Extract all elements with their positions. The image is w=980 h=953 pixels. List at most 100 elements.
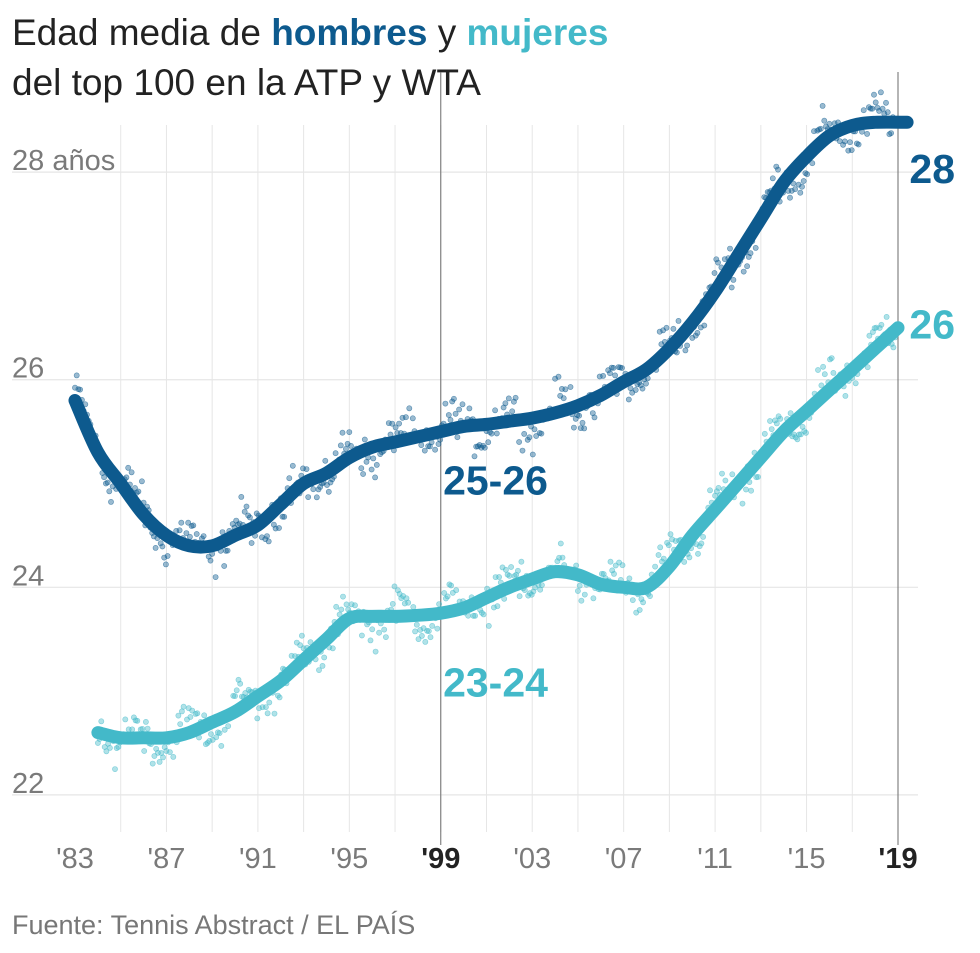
scatter-point-hombres xyxy=(744,263,750,270)
scatter-point-hombres xyxy=(327,479,334,486)
scatter-point-hombres xyxy=(243,503,250,510)
scatter-point-mujeres xyxy=(681,559,688,565)
scatter-point-hombres xyxy=(241,508,248,515)
scatter-point-hombres xyxy=(711,270,718,276)
scatter-point-mujeres xyxy=(444,593,451,600)
scatter-point-mujeres xyxy=(669,536,676,543)
scatter-point-mujeres xyxy=(729,471,736,478)
scatter-point-mujeres xyxy=(748,487,754,494)
scatter-point-hombres xyxy=(358,465,365,472)
scatter-point-mujeres xyxy=(878,321,885,328)
scatter-point-hombres xyxy=(246,514,253,521)
scatter-point-hombres xyxy=(454,434,461,441)
scatter-point-mujeres xyxy=(696,543,703,550)
scatter-point-mujeres xyxy=(336,611,343,618)
scatter-point-hombres xyxy=(193,531,200,537)
scatter-point-hombres xyxy=(775,166,781,173)
scatter-point-mujeres xyxy=(298,632,305,639)
scatter-point-mujeres xyxy=(864,364,871,371)
scatter-point-mujeres xyxy=(175,712,182,719)
scatter-point-mujeres xyxy=(626,575,633,582)
scatter-point-mujeres xyxy=(815,367,821,373)
scatter-point-hombres xyxy=(432,446,438,453)
scatter-point-mujeres xyxy=(206,738,213,744)
chart-title: Edad media de hombres y mujeres del top 1… xyxy=(12,8,608,108)
scatter-point-mujeres xyxy=(715,484,722,491)
scatter-point-mujeres xyxy=(130,714,137,721)
series-line-hombres xyxy=(68,115,914,554)
scatter-point-mujeres xyxy=(338,606,345,613)
scatter-point-mujeres xyxy=(352,602,358,609)
scatter-point-hombres xyxy=(101,474,107,481)
scatter-point-hombres xyxy=(360,471,366,477)
scatter-point-mujeres xyxy=(665,542,672,549)
x-tick-label: '03 xyxy=(513,843,551,875)
scatter-point-hombres xyxy=(516,439,522,445)
scatter-point-mujeres xyxy=(429,623,436,629)
scatter-point-mujeres xyxy=(777,415,784,422)
scatter-point-mujeres xyxy=(496,574,502,580)
scatter-point-mujeres xyxy=(575,588,581,594)
scatter-point-mujeres xyxy=(820,363,826,370)
scatter-point-mujeres xyxy=(367,637,374,644)
scatter-point-mujeres xyxy=(761,430,768,437)
scatter-point-hombres xyxy=(176,527,183,534)
scatter-point-mujeres xyxy=(713,488,720,495)
scatter-point-mujeres xyxy=(657,544,664,551)
scatter-point-mujeres xyxy=(686,554,693,561)
title-line2: del top 100 en la ATP y WTA xyxy=(12,62,481,103)
scatter-point-hombres xyxy=(788,187,795,194)
scatter-point-mujeres xyxy=(659,558,665,565)
scatter-point-mujeres xyxy=(216,730,223,736)
scatter-point-hombres xyxy=(402,414,409,421)
scatter-point-hombres xyxy=(310,486,317,493)
scatter-point-mujeres xyxy=(866,332,873,339)
scatter-point-hombres xyxy=(152,545,159,551)
scatter-point-hombres xyxy=(406,405,413,412)
scatter-point-hombres xyxy=(337,442,344,449)
title-men: hombres xyxy=(271,12,428,53)
scatter-point-mujeres xyxy=(401,600,408,607)
scatter-point-mujeres xyxy=(611,571,617,577)
scatter-point-mujeres xyxy=(163,748,170,754)
scatter-point-mujeres xyxy=(794,436,801,443)
series-lines xyxy=(68,115,914,745)
scatter-point-mujeres xyxy=(739,500,746,507)
scatter-point-mujeres xyxy=(264,710,271,717)
scatter-point-hombres xyxy=(303,466,310,472)
scatter-point-hombres xyxy=(670,325,677,332)
scatter-point-mujeres xyxy=(554,558,561,565)
scatter-point-hombres xyxy=(286,475,293,482)
scatter-point-hombres xyxy=(435,441,442,447)
scatter-point-mujeres xyxy=(876,325,883,331)
scatter-point-hombres xyxy=(300,465,306,472)
scatter-point-mujeres xyxy=(772,417,778,424)
scatter-point-hombres xyxy=(625,396,632,403)
scatter-point-mujeres xyxy=(453,587,460,594)
scatter-point-mujeres xyxy=(292,653,298,659)
scatter-point-mujeres xyxy=(636,607,643,613)
scatter-point-hombres xyxy=(562,386,569,393)
scatter-point-mujeres xyxy=(391,583,398,590)
scatter-point-mujeres xyxy=(208,731,214,737)
scatter-point-hombres xyxy=(452,410,459,417)
scatter-point-mujeres xyxy=(652,563,658,570)
x-tick-label: '91 xyxy=(239,843,277,875)
scatter-point-hombres xyxy=(471,453,478,460)
scatter-point-hombres xyxy=(224,547,231,554)
scatter-point-mujeres xyxy=(262,704,269,710)
scatter-point-hombres xyxy=(77,386,83,393)
scatter-point-hombres xyxy=(342,445,349,452)
scatter-point-hombres xyxy=(317,483,324,490)
scatter-point-hombres xyxy=(368,466,375,473)
scatter-point-hombres xyxy=(639,385,646,392)
scatter-point-mujeres xyxy=(480,611,487,618)
scatter-point-mujeres xyxy=(502,566,509,573)
scatter-point-hombres xyxy=(212,574,219,580)
scatter-point-hombres xyxy=(728,284,735,291)
scatter-point-hombres xyxy=(459,401,466,408)
scatter-point-mujeres xyxy=(472,612,478,619)
scatter-point-hombres xyxy=(409,415,416,422)
scatter-point-mujeres xyxy=(149,760,156,767)
scatter-point-mujeres xyxy=(122,716,129,723)
